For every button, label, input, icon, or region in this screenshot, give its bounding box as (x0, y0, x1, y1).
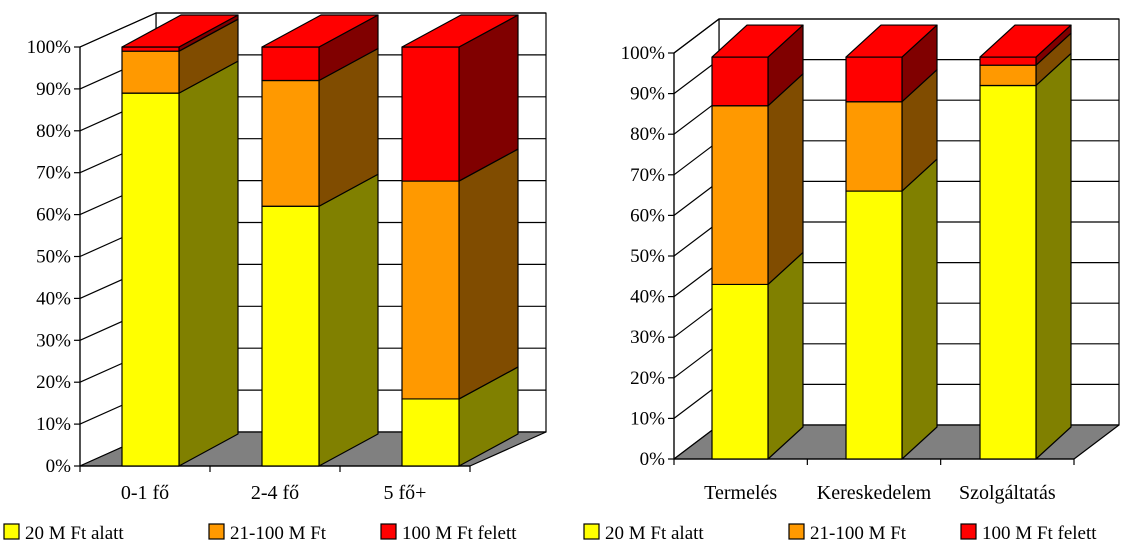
legend-swatch (208, 523, 225, 540)
bar-2-series-2 (261, 47, 379, 207)
bar-front (261, 46, 320, 82)
bar-top (711, 24, 804, 58)
gridline (673, 18, 1119, 54)
legend-swatch (960, 523, 977, 540)
bar-1-series-2 (711, 73, 804, 286)
bar-front (121, 92, 180, 467)
bar-front (121, 50, 180, 94)
y-tick-label: 10% (36, 414, 71, 435)
bar-front (845, 56, 903, 103)
bar-2-series-2 (845, 69, 938, 192)
y-tick-label: 0% (46, 456, 72, 477)
bar-front (401, 180, 460, 400)
bar-side (767, 251, 804, 460)
bar-front (261, 205, 320, 467)
bar-side (901, 158, 938, 460)
category-label: 5 fő+ (384, 482, 427, 504)
bar-1-series-2 (121, 18, 239, 94)
bar-front (401, 398, 460, 467)
category-label: 2-4 fő (251, 482, 299, 504)
bar-top (845, 24, 938, 58)
bar-top (261, 14, 379, 48)
bar-top (401, 14, 519, 48)
category-label: Termelés (704, 482, 777, 504)
bar-top (121, 14, 239, 48)
y-tick-label: 70% (36, 163, 71, 184)
bar-1-series-1 (711, 251, 804, 460)
bar-front (845, 101, 903, 192)
legend-swatch (788, 523, 805, 540)
y-tick-label: 10% (630, 408, 665, 429)
y-tick-label: 50% (630, 246, 665, 267)
y-tick-label: 30% (36, 330, 71, 351)
legend-label: 100 M Ft felett (402, 523, 517, 544)
bar-front (121, 46, 180, 52)
legend-swatch (583, 523, 600, 540)
bar-side (458, 148, 519, 400)
legend-swatch (3, 523, 20, 540)
bar-front (261, 79, 320, 207)
category-label: Kereskedelem (817, 482, 932, 504)
y-tick-label: 40% (630, 287, 665, 308)
bar-side (318, 173, 379, 467)
y-tick-label: 80% (36, 121, 71, 142)
bar-3-series-2 (979, 32, 1072, 87)
y-tick-label: 60% (630, 205, 665, 226)
legend-swatch (380, 523, 397, 540)
y-tick-label: 30% (630, 327, 665, 348)
bar-front (979, 56, 1037, 66)
bar-front (979, 64, 1037, 87)
bar-front (711, 105, 769, 286)
y-tick-label: 70% (630, 165, 665, 186)
bar-top (979, 24, 1072, 58)
bar-2-series-1 (261, 173, 379, 467)
bar-1-series-3 (711, 24, 804, 107)
category-label: Szolgáltatás (959, 482, 1056, 504)
bar-2-series-3 (261, 14, 379, 82)
bar-front (711, 283, 769, 460)
chart-2: 0% 10% 20% 30% 40% 50% 60% 70% 80% 90% 100% Termelé… (583, 18, 1120, 544)
y-tick-label: 0% (640, 449, 666, 470)
bar-2-series-3 (845, 24, 938, 103)
y-tick-label: 20% (630, 368, 665, 389)
bar-side (1035, 52, 1072, 460)
y-tick-label: 100% (27, 37, 72, 58)
bar-front (401, 46, 460, 182)
bar-side (178, 60, 239, 467)
legend-label: 20 M Ft alatt (25, 523, 124, 544)
bar-3-series-3 (401, 14, 519, 182)
bar-front (711, 56, 769, 107)
chart-1: 0% 10% 20% 30% 40% 50% 60% 70% 80% 90% 100% 0-1 fő 2… (3, 12, 547, 544)
bar-1-series-1 (121, 60, 239, 467)
legend-label: 21-100 M Ft (810, 523, 907, 544)
legend-label: 20 M Ft alatt (605, 523, 704, 544)
y-tick-label: 50% (36, 247, 71, 268)
bar-3-series-3 (979, 24, 1072, 66)
bar-3-series-2 (401, 148, 519, 400)
legend-label: 100 M Ft felett (982, 523, 1097, 544)
y-tick-label: 90% (630, 84, 665, 105)
bar-front (979, 84, 1037, 460)
legend-label: 21-100 M Ft (230, 523, 327, 544)
bar-front (845, 190, 903, 460)
category-label: 0-1 fő (121, 482, 169, 504)
y-tick-label: 60% (36, 205, 71, 226)
bar-3-series-1 (401, 366, 519, 467)
bar-side (767, 73, 804, 286)
y-tick-label: 40% (36, 288, 71, 309)
y-tick-label: 90% (36, 79, 71, 100)
gridline (79, 12, 546, 48)
y-tick-label: 80% (630, 124, 665, 145)
bar-3-series-1 (979, 52, 1072, 460)
bar-2-series-1 (845, 158, 938, 460)
y-tick-label: 20% (36, 372, 71, 393)
y-tick-label: 100% (621, 43, 666, 64)
